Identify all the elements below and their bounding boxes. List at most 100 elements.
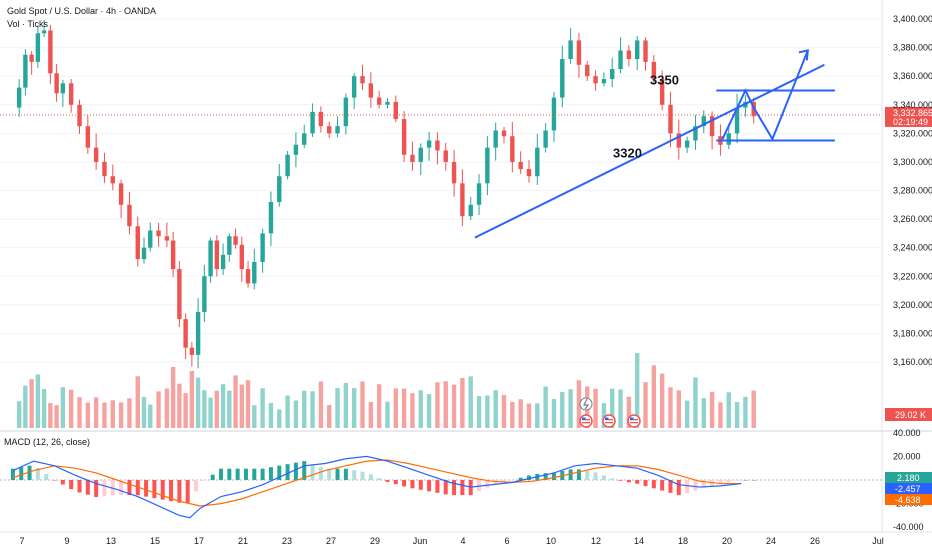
candle-body[interactable] [48, 30, 53, 74]
candle-body[interactable] [68, 83, 74, 105]
candle-body[interactable] [393, 101, 398, 120]
candle-body[interactable] [277, 176, 282, 202]
candle-body[interactable] [385, 101, 390, 105]
candle-body[interactable] [227, 236, 232, 255]
candle-body[interactable] [85, 126, 91, 148]
candle-body[interactable] [426, 140, 432, 148]
candle-body[interactable] [676, 133, 682, 148]
candle-body[interactable] [501, 130, 507, 137]
macd-axis[interactable]: 40.00020.000-20.000-40.0002.180-2.457-4.… [885, 428, 932, 532]
ascending-trendline[interactable] [474, 63, 825, 239]
candle-body[interactable] [239, 244, 245, 270]
candle-body[interactable] [560, 59, 565, 98]
candle-body[interactable] [585, 64, 590, 77]
candle-body[interactable] [260, 233, 265, 262]
candle-body[interactable] [668, 104, 673, 134]
candle-body[interactable] [335, 126, 340, 134]
candle-body[interactable] [351, 76, 357, 98]
candle-body[interactable] [148, 230, 153, 248]
candle-body[interactable] [418, 147, 423, 162]
candle-body[interactable] [214, 240, 220, 270]
candle-body[interactable] [35, 33, 41, 62]
price-axis[interactable]: 3,400.000 3,380.000 3,360.000 3,340.000 3,32… [893, 14, 932, 367]
candle-body[interactable] [493, 130, 498, 148]
candle-body[interactable] [29, 54, 34, 62]
candle-body[interactable] [293, 144, 299, 155]
candle-body[interactable] [601, 79, 607, 84]
candle-body[interactable] [593, 76, 598, 84]
candle-body[interactable] [701, 116, 706, 127]
candle-body[interactable] [285, 154, 290, 177]
candle-body[interactable] [302, 133, 307, 145]
candle-body[interactable] [220, 254, 226, 270]
candle-body[interactable] [93, 147, 99, 162]
candle-body[interactable] [23, 54, 28, 88]
candle-body[interactable] [208, 240, 213, 277]
candle-body[interactable] [102, 161, 107, 177]
candle-body[interactable] [551, 97, 557, 131]
candle-body[interactable] [709, 116, 715, 137]
current-price-tag[interactable] [885, 106, 932, 127]
candle-body[interactable] [726, 133, 731, 145]
candle-body[interactable] [310, 111, 315, 134]
candle-body[interactable] [156, 230, 161, 237]
candle-body[interactable] [16, 87, 22, 108]
candle-body[interactable] [476, 183, 482, 205]
candle-body[interactable] [202, 276, 207, 312]
candle-body[interactable] [626, 50, 632, 60]
candle-body[interactable] [510, 136, 515, 162]
us-flag-icon[interactable] [627, 414, 641, 428]
candle-body[interactable] [651, 61, 657, 80]
candle-body[interactable] [164, 236, 170, 241]
candle-body[interactable] [141, 247, 147, 260]
candle-body[interactable] [535, 147, 540, 177]
candle-body[interactable] [127, 204, 132, 227]
candle-body[interactable] [60, 83, 66, 94]
lightning-icon[interactable] [579, 397, 593, 411]
projection-path[interactable] [721, 50, 809, 142]
event-markers[interactable] [579, 397, 641, 428]
candle-body[interactable] [468, 204, 473, 217]
candle-body[interactable] [518, 161, 523, 170]
candle-body[interactable] [693, 126, 698, 141]
candle-body[interactable] [343, 97, 349, 127]
candle-body[interactable] [451, 161, 457, 184]
candle-body[interactable] [170, 240, 176, 270]
drawing-overlays[interactable]: 3350 3320 [474, 49, 835, 239]
candle-body[interactable] [368, 83, 374, 98]
candle-body[interactable] [54, 73, 59, 94]
candle-body[interactable] [177, 269, 182, 320]
candle-body[interactable] [485, 147, 490, 184]
candle-body[interactable] [110, 176, 115, 184]
candle-body[interactable] [327, 126, 332, 134]
candle-body[interactable] [610, 69, 615, 80]
candle-body[interactable] [643, 40, 648, 62]
candle-body[interactable] [401, 119, 407, 155]
candle-body[interactable] [360, 76, 365, 84]
candle-body[interactable] [376, 97, 382, 105]
candle-body[interactable] [618, 50, 623, 70]
time-axis[interactable]: 7 9 13 15 17 21 23 27 29 Jun 4 6 10 12 14 18 20 24 26 Jul [19, 536, 883, 546]
candle-body[interactable] [460, 183, 465, 217]
candle-body[interactable] [684, 140, 690, 148]
candle-body[interactable] [189, 347, 195, 355]
candle-body[interactable] [195, 311, 201, 355]
candle-body[interactable] [634, 40, 640, 60]
candle-body[interactable] [233, 236, 238, 245]
candles[interactable] [16, 20, 756, 369]
candle-body[interactable] [118, 183, 124, 205]
candle-body[interactable] [435, 140, 440, 151]
candle-body[interactable] [543, 130, 548, 148]
candle-body[interactable] [183, 319, 188, 348]
candle-body[interactable] [77, 104, 82, 127]
candle-body[interactable] [576, 40, 582, 65]
candle-body[interactable] [734, 107, 740, 134]
candle-body[interactable] [268, 201, 274, 234]
candle-body[interactable] [526, 169, 532, 177]
candle-body[interactable] [245, 269, 251, 284]
candle-body[interactable] [568, 40, 573, 60]
candle-body[interactable] [41, 30, 47, 34]
us-flag-icon[interactable] [579, 414, 593, 428]
macd-line[interactable] [12, 455, 742, 519]
